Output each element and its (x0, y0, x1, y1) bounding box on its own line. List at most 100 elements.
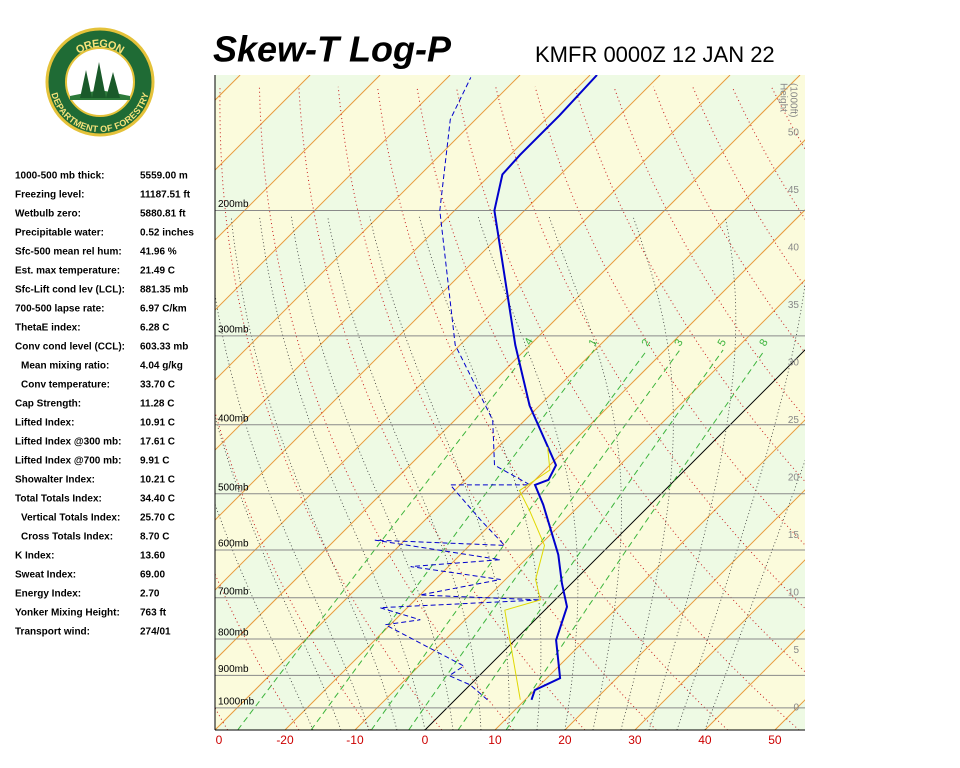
moist-adiabat (215, 502, 314, 730)
moist-adiabat (369, 216, 510, 730)
stat-label: Cap Strength: (15, 399, 81, 410)
pressure-label: 600mb (218, 539, 249, 550)
stat-value: 4.04 g/kg (140, 361, 183, 372)
x-tick-label: -10 (346, 733, 364, 747)
stat-value: 11.28 C (140, 399, 174, 410)
moist-adiabat (418, 216, 542, 730)
isotherm (215, 75, 801, 661)
stat-label: 1000-500 mb thick: (15, 171, 105, 182)
stat-value: 763 ft (140, 608, 167, 619)
stat-value: 881.35 mb (140, 285, 188, 296)
pressure-label: 200mb (218, 199, 249, 210)
height-label: 45 (788, 185, 800, 196)
isotherm (215, 75, 451, 311)
plot (215, 75, 805, 709)
stat-label: Conv cond level (CCL): (15, 342, 125, 353)
height-axis-label: (1000ft) (787, 83, 798, 117)
stat-value: 603.33 mb (140, 342, 188, 353)
stat-label: Lifted Index @300 mb: (15, 437, 121, 448)
pressure-label: 500mb (218, 482, 249, 493)
pressure-label: 1000mb (218, 697, 255, 708)
height-axis-label: Height (777, 83, 788, 112)
x-tick-label: 0 (216, 733, 223, 747)
axes: 1000mb 900mb 800mb 700mb 600mb 500mb 400mb 300m… (214, 75, 805, 747)
dry-adiabat (298, 86, 586, 730)
height-label: 35 (788, 300, 800, 311)
stat-value: 33.70 C (140, 380, 175, 391)
moist-adiabat (620, 216, 674, 730)
isotherm (424, 349, 805, 730)
stat-label: Wetbulb zero: (15, 209, 81, 220)
stat-value: 41.96 % (140, 247, 177, 258)
x-tick-label: 0 (422, 733, 429, 747)
mixing-ratio-line (505, 349, 766, 730)
height-label: 25 (788, 415, 800, 426)
dry-adiabat (929, 87, 960, 730)
logo: OREGON DEPARTMENT OF FORESTRY (45, 27, 155, 137)
stat-label: Est. max temperature: (15, 266, 120, 277)
isotherm (215, 139, 805, 730)
stat-value: 10.21 C (140, 475, 175, 486)
pressure-label: 300mb (218, 324, 249, 335)
height-label: 30 (788, 358, 800, 369)
stat-value: 5559.00 m (140, 171, 188, 182)
sounding-line (374, 77, 541, 701)
stat-value: 34.40 C (140, 494, 175, 505)
isotherm (215, 75, 521, 381)
isotherm (845, 75, 960, 730)
moist-adiabat (477, 216, 579, 730)
isotherm (354, 279, 805, 730)
x-tick-label: 30 (628, 733, 642, 747)
stat-value: 6.97 C/km (140, 304, 187, 315)
isotherm (284, 209, 805, 730)
dry-adiabat (890, 87, 960, 730)
isotherm (215, 75, 591, 451)
stat-value: 5880.81 ft (140, 209, 186, 220)
sounding-line (493, 75, 598, 701)
height-label: 50 (788, 128, 800, 139)
pressure-label: 700mb (218, 586, 249, 597)
mixing-ratio-line (408, 349, 681, 730)
x-tick-label: -20 (276, 733, 294, 747)
height-label: 0 (793, 703, 799, 714)
moist-adiabat (215, 415, 342, 730)
stat-value: 10.91 C (140, 418, 175, 429)
pressure-label: 400mb (218, 413, 249, 424)
height-label: 40 (788, 243, 800, 254)
stat-label: Mean mixing ratio: (21, 361, 109, 372)
mixing-ratio-label: 1 (587, 337, 600, 348)
stat-label: Cross Totals Index: (21, 532, 113, 543)
stat-value: 25.70 C (140, 513, 175, 524)
isotherm (215, 75, 661, 521)
dry-adiabat (811, 87, 960, 730)
stat-label: ThetaE index: (15, 323, 81, 334)
height-label: 10 (788, 588, 800, 599)
mixing-ratio-label: 5 (716, 337, 729, 348)
stat-value: 11187.51 ft (140, 190, 191, 201)
pressure-label: 800mb (218, 628, 249, 639)
height-label: 20 (788, 473, 800, 484)
dry-adiabat (495, 86, 805, 610)
stat-label: Sfc-500 mean rel hum: (15, 247, 122, 258)
mixing-ratio-line (457, 349, 724, 730)
stat-label: Showalter Index: (15, 475, 95, 486)
moist-adiabat (648, 216, 737, 730)
stat-value: 13.60 (140, 551, 165, 562)
isotherm (215, 75, 731, 591)
stat-label: Lifted Index: (15, 418, 74, 429)
isotherm (215, 75, 381, 241)
mixing-ratio-label: 3 (672, 337, 685, 348)
logo-top: OREGON (74, 38, 126, 57)
moist-adiabat (676, 282, 805, 730)
isotherm (494, 419, 805, 730)
stat-label: Precipitable water: (15, 228, 104, 239)
stat-label: Energy Index: (15, 589, 81, 600)
stat-label: Conv temperature: (21, 380, 110, 391)
mixing-ratio-line (310, 349, 595, 730)
isotherm (634, 559, 805, 730)
stat-value: 274/01 (140, 627, 171, 638)
stat-value: 9.91 C (140, 456, 169, 467)
stat-label: 700-500 lapse rate: (15, 304, 105, 315)
stat-label: Sfc-Lift cond lev (LCL): (15, 285, 125, 296)
